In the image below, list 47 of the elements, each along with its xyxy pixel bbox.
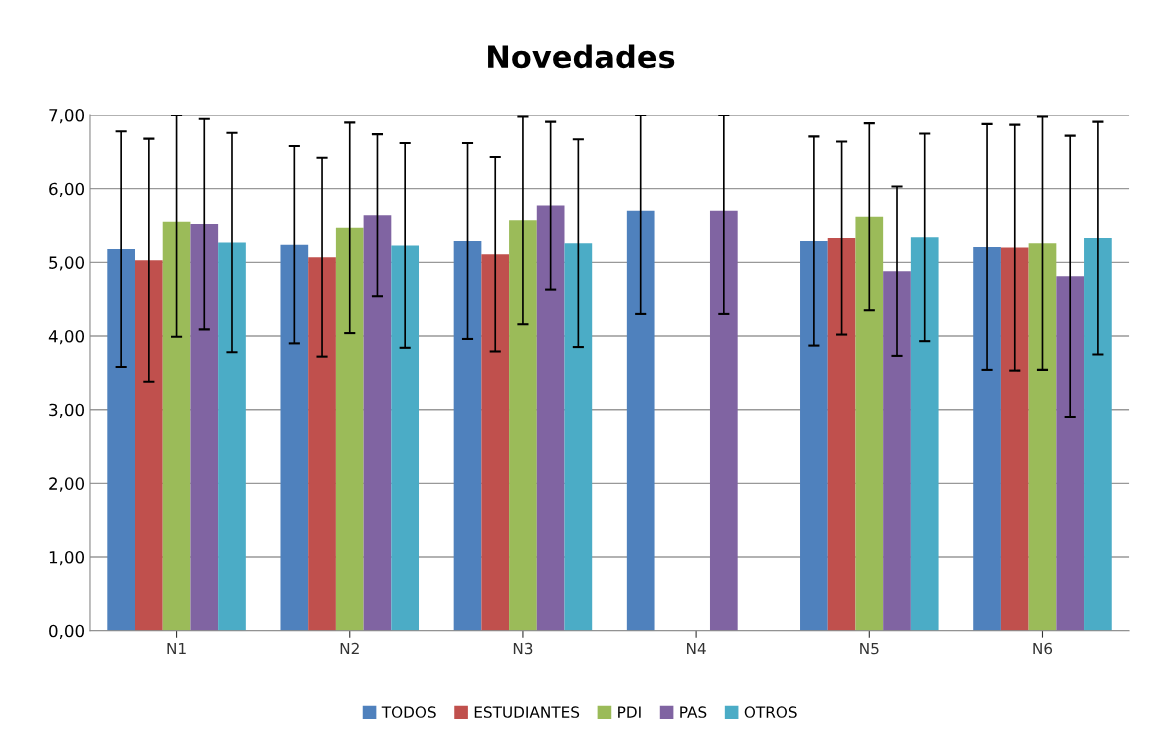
y-tick-label: 1,00	[49, 550, 85, 566]
y-tick-label: 4,00	[48, 329, 85, 345]
legend-label: OTROS	[744, 706, 797, 718]
y-tick-label: 2,00	[49, 477, 85, 492]
bar	[800, 240, 828, 631]
bar	[135, 260, 163, 631]
chart-title: Novedades	[488, 44, 675, 69]
bar	[335, 227, 364, 631]
bar	[190, 224, 219, 631]
bar	[1028, 243, 1057, 631]
y-tick-label: 6,00	[49, 182, 85, 197]
x-tick-label: N5	[860, 642, 879, 655]
bar	[883, 271, 911, 631]
x-tick-label: N4	[687, 642, 706, 655]
legend-label: ESTUDIANTES	[474, 706, 580, 718]
y-tick-label: 7,00	[49, 108, 85, 124]
x-tick-label: N3	[513, 642, 533, 655]
bar	[162, 221, 191, 631]
bar	[481, 254, 510, 631]
bar	[363, 215, 392, 631]
bar	[107, 249, 135, 631]
bar	[709, 210, 738, 631]
bar	[564, 243, 593, 631]
legend-label: PAS	[680, 706, 707, 718]
y-tick-label: 0,00	[49, 624, 85, 639]
bar	[910, 237, 939, 631]
bar	[827, 238, 856, 631]
bar	[218, 242, 246, 631]
bar	[855, 216, 884, 631]
x-tick-label: N2	[340, 642, 359, 655]
x-tick-label: N1	[167, 642, 186, 655]
bar	[509, 220, 537, 631]
y-tick-label: 5,00	[49, 256, 85, 271]
legend-label: PDI	[618, 706, 641, 718]
bar	[280, 244, 309, 631]
legend-label: TODOS	[381, 706, 436, 718]
bar	[536, 205, 565, 631]
bar	[1000, 247, 1029, 631]
bar	[391, 245, 420, 631]
bar	[973, 246, 1001, 631]
bar	[1084, 238, 1112, 631]
bar	[453, 240, 482, 631]
bar	[626, 210, 655, 631]
x-tick-label: N6	[1033, 642, 1053, 655]
bar	[1056, 276, 1085, 631]
y-tick-label: 3,00	[49, 403, 85, 418]
bar	[308, 257, 336, 631]
